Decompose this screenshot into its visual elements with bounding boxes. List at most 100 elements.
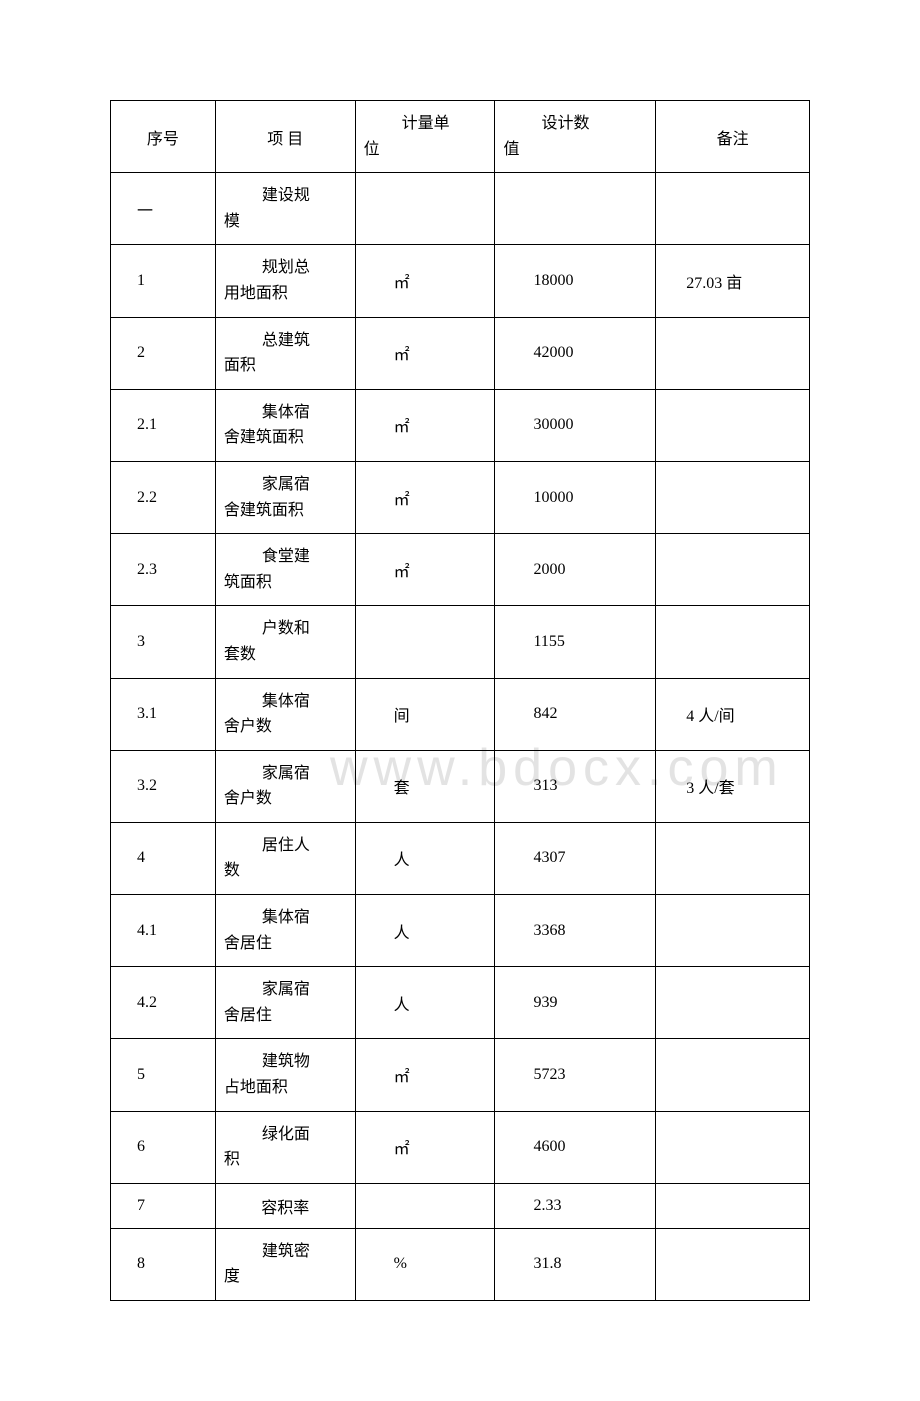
cell-item: 家属宿舍建筑面积 bbox=[215, 461, 355, 533]
item-line2: 占地面积 bbox=[224, 1075, 347, 1101]
cell-unit: ㎡ bbox=[355, 1039, 495, 1111]
item-line1: 集体宿 bbox=[224, 400, 347, 426]
cell-item: 居住人数 bbox=[215, 822, 355, 894]
item-line1: 家属宿 bbox=[224, 472, 347, 498]
item-line1: 建设规 bbox=[224, 183, 347, 209]
cell-note bbox=[656, 822, 810, 894]
cell-note bbox=[656, 967, 810, 1039]
table-row: 5建筑物占地面积㎡5723 bbox=[111, 1039, 810, 1111]
cell-unit: ㎡ bbox=[355, 461, 495, 533]
cell-value: 3368 bbox=[495, 895, 656, 967]
cell-unit: ㎡ bbox=[355, 245, 495, 317]
item-line2: 用地面积 bbox=[224, 281, 347, 307]
cell-note bbox=[656, 1111, 810, 1183]
cell-note bbox=[656, 389, 810, 461]
cell-seq: 3.2 bbox=[111, 750, 216, 822]
cell-seq: 2.2 bbox=[111, 461, 216, 533]
item-line1: 规划总 bbox=[224, 255, 347, 281]
cell-seq: 2.1 bbox=[111, 389, 216, 461]
header-value-line2: 值 bbox=[503, 137, 647, 163]
cell-note bbox=[656, 173, 810, 245]
cell-item: 集体宿舍建筑面积 bbox=[215, 389, 355, 461]
cell-item: 建筑物占地面积 bbox=[215, 1039, 355, 1111]
item-line2: 舍建筑面积 bbox=[224, 425, 347, 451]
cell-item: 户数和套数 bbox=[215, 606, 355, 678]
table-row: 2 总建筑面积㎡42000 bbox=[111, 317, 810, 389]
item-line1: 居住人 bbox=[224, 833, 347, 859]
cell-note bbox=[656, 534, 810, 606]
table-row: 3.2家属宿舍户数套3133 人/套 bbox=[111, 750, 810, 822]
cell-unit: ㎡ bbox=[355, 317, 495, 389]
cell-note bbox=[656, 895, 810, 967]
cell-item: 规划总用地面积 bbox=[215, 245, 355, 317]
cell-value: 4600 bbox=[495, 1111, 656, 1183]
cell-seq: 2 bbox=[111, 317, 216, 389]
header-note: 备注 bbox=[656, 101, 810, 173]
cell-item: 集体宿舍居住 bbox=[215, 895, 355, 967]
table-row: 2.1集体宿舍建筑面积㎡30000 bbox=[111, 389, 810, 461]
cell-value: 4307 bbox=[495, 822, 656, 894]
header-value-line1: 设计数 bbox=[503, 111, 647, 137]
cell-item: 集体宿舍户数 bbox=[215, 678, 355, 750]
cell-value: 18000 bbox=[495, 245, 656, 317]
table-row: 4.1集体宿舍居住人3368 bbox=[111, 895, 810, 967]
item-line1: 总建筑 bbox=[224, 328, 347, 354]
item-line2: 筑面积 bbox=[224, 570, 347, 596]
header-unit-line2: 位 bbox=[364, 137, 487, 163]
item-line2: 舍户数 bbox=[224, 714, 347, 740]
cell-unit bbox=[355, 1183, 495, 1228]
cell-unit: ㎡ bbox=[355, 534, 495, 606]
cell-value: 5723 bbox=[495, 1039, 656, 1111]
cell-unit: ㎡ bbox=[355, 389, 495, 461]
cell-item: 家属宿舍居住 bbox=[215, 967, 355, 1039]
item-line1: 绿化面 bbox=[224, 1122, 347, 1148]
cell-seq: 1 bbox=[111, 245, 216, 317]
cell-unit: 间 bbox=[355, 678, 495, 750]
header-value: 设计数 值 bbox=[495, 101, 656, 173]
item-line1: 家属宿 bbox=[224, 977, 347, 1003]
cell-value: 10000 bbox=[495, 461, 656, 533]
header-unit: 计量单 位 bbox=[355, 101, 495, 173]
cell-value: 939 bbox=[495, 967, 656, 1039]
cell-note bbox=[656, 606, 810, 678]
table-body: 一建设规模1规划总用地面积㎡1800027.03 亩2总建筑面积㎡420002.… bbox=[111, 173, 810, 1301]
data-table: 序号 项 目 计量单 位 设计数 值 备注 一建设规模1规划总用地面积㎡1800… bbox=[110, 100, 810, 1301]
item-line2: 舍居住 bbox=[224, 1003, 347, 1029]
item-line1: 建筑密 bbox=[224, 1239, 347, 1265]
cell-seq: 4 bbox=[111, 822, 216, 894]
item-line1: 集体宿 bbox=[224, 689, 347, 715]
table-header-row: 序号 项 目 计量单 位 设计数 值 备注 bbox=[111, 101, 810, 173]
cell-note bbox=[656, 1039, 810, 1111]
cell-seq: 4.2 bbox=[111, 967, 216, 1039]
cell-note: 3 人/套 bbox=[656, 750, 810, 822]
cell-seq: 7 bbox=[111, 1183, 216, 1228]
cell-value: 42000 bbox=[495, 317, 656, 389]
header-item: 项 目 bbox=[215, 101, 355, 173]
cell-seq: 6 bbox=[111, 1111, 216, 1183]
cell-seq: 4.1 bbox=[111, 895, 216, 967]
item-line2: 积 bbox=[224, 1147, 347, 1173]
cell-item: 建设规模 bbox=[215, 173, 355, 245]
cell-value: 842 bbox=[495, 678, 656, 750]
cell-value: 313 bbox=[495, 750, 656, 822]
cell-item: 建筑密度 bbox=[215, 1228, 355, 1300]
item-line1: 建筑物 bbox=[224, 1049, 347, 1075]
item-line1: 食堂建 bbox=[224, 544, 347, 570]
cell-value: 1155 bbox=[495, 606, 656, 678]
header-seq: 序号 bbox=[111, 101, 216, 173]
table-row: 8建筑密度%31.8 bbox=[111, 1228, 810, 1300]
cell-seq: 5 bbox=[111, 1039, 216, 1111]
cell-item: 容积率 bbox=[215, 1183, 355, 1228]
cell-item: 绿化面积 bbox=[215, 1111, 355, 1183]
table-row: 4.2家属宿舍居住人939 bbox=[111, 967, 810, 1039]
header-unit-line1: 计量单 bbox=[364, 111, 487, 137]
cell-item: 家属宿舍户数 bbox=[215, 750, 355, 822]
cell-unit: % bbox=[355, 1228, 495, 1300]
item-line2: 面积 bbox=[224, 353, 347, 379]
cell-unit: 人 bbox=[355, 822, 495, 894]
cell-seq: 3 bbox=[111, 606, 216, 678]
cell-note bbox=[656, 1228, 810, 1300]
table-row: 3户数和套数 1155 bbox=[111, 606, 810, 678]
cell-value: 30000 bbox=[495, 389, 656, 461]
cell-seq: 8 bbox=[111, 1228, 216, 1300]
